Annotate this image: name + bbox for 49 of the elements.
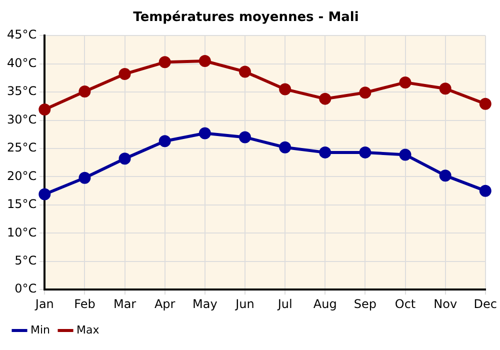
point (198, 127, 211, 140)
y-tick-label: 45°C (6, 28, 37, 42)
y-tick-label: 35°C (6, 84, 37, 98)
point (118, 152, 131, 165)
point (38, 188, 51, 200)
x-tick-label: Oct (394, 296, 416, 311)
x-tick-label: Aug (313, 296, 337, 311)
point (158, 135, 171, 148)
x-tick-label: Feb (74, 296, 96, 311)
legend-label: Min (30, 323, 50, 336)
point (359, 146, 372, 158)
point (118, 68, 131, 80)
point (279, 141, 292, 154)
legend-label: Max (76, 323, 100, 336)
point (479, 98, 492, 110)
x-tick-label: Jun (234, 296, 254, 311)
y-tick-label: 30°C (6, 112, 37, 126)
y-tick-label: 0°C (14, 282, 37, 296)
point (238, 66, 251, 78)
point (479, 184, 492, 197)
x-tick-label: Mar (113, 296, 136, 311)
chart-title: Températures moyennes - Mali (133, 10, 359, 26)
y-tick-label: 15°C (6, 197, 37, 212)
point (359, 86, 372, 99)
point (439, 170, 452, 182)
point (38, 104, 51, 116)
point (399, 76, 412, 88)
point (78, 172, 91, 184)
point (279, 83, 292, 96)
x-tick-label: Jul (276, 296, 292, 311)
x-tick-label: Sep (354, 296, 376, 311)
x-tick-label: Jan (34, 296, 54, 311)
point (319, 92, 332, 105)
y-tick-label: 40°C (6, 56, 37, 70)
point (439, 82, 452, 95)
x-tick-label: Apr (154, 296, 176, 311)
x-tick-label: Dec (474, 296, 498, 311)
y-tick-label: 10°C (6, 225, 37, 240)
point (158, 56, 171, 68)
y-tick-label: 25°C (6, 140, 37, 155)
x-tick-label: May (192, 296, 218, 311)
point (319, 146, 332, 158)
x-tick-label: Nov (434, 296, 458, 311)
point (399, 148, 412, 161)
y-tick-label: 5°C (14, 254, 37, 268)
point (78, 85, 91, 98)
point (198, 55, 211, 67)
point (238, 131, 251, 144)
y-tick-label: 20°C (6, 168, 37, 183)
